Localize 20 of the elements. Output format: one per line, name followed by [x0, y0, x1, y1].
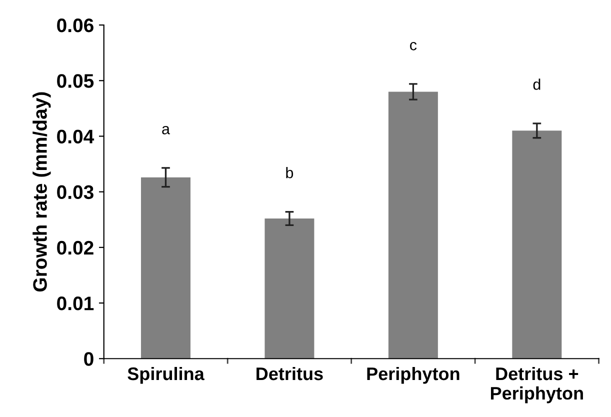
bar	[388, 92, 438, 359]
bar	[264, 218, 314, 359]
y-tick-label: 0.03	[57, 185, 94, 200]
y-tick-label: 0.06	[57, 18, 94, 32]
y-tick-label: 0	[84, 352, 94, 366]
x-tick-label: Spirulina	[128, 366, 204, 384]
x-tick-label: Detritus	[256, 366, 323, 380]
bar	[512, 130, 562, 359]
y-tick-label: 0.04	[57, 130, 94, 144]
annotation: b	[286, 167, 294, 178]
y-tick-label: 0.01	[57, 296, 94, 310]
y-tick-label: 0.02	[57, 240, 94, 255]
annotation: d	[533, 78, 540, 90]
annotation: a	[162, 126, 170, 134]
x-tick-label: Detritus + Periphyton	[490, 366, 583, 404]
y-axis-title: Growth rate (mm/day)	[32, 92, 51, 292]
annotation: c	[410, 42, 417, 50]
y-tick-label: 0.05	[57, 74, 94, 88]
bar	[140, 177, 190, 359]
x-tick-label: Periphyton	[367, 366, 460, 384]
